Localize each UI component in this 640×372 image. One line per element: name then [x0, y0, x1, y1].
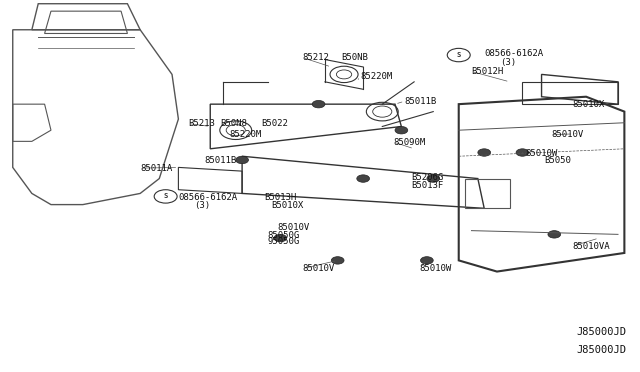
Text: 85010W: 85010W — [525, 149, 558, 158]
Text: (3): (3) — [195, 201, 211, 210]
Circle shape — [236, 156, 248, 164]
Text: B5013H: B5013H — [264, 193, 297, 202]
Text: 85011B: 85011B — [204, 156, 236, 165]
Text: B50N8: B50N8 — [220, 119, 246, 128]
Text: B5010X: B5010X — [271, 201, 303, 210]
Text: J85000JD: J85000JD — [577, 327, 627, 337]
Text: B5213: B5213 — [188, 119, 215, 128]
Text: B50NB: B50NB — [341, 53, 368, 62]
Text: 85010V: 85010V — [551, 130, 583, 139]
Text: 85090M: 85090M — [394, 138, 426, 147]
Text: 85010V: 85010V — [303, 264, 335, 273]
Circle shape — [427, 175, 440, 182]
Text: 85050G: 85050G — [268, 231, 300, 240]
Text: 85212: 85212 — [303, 53, 330, 62]
Circle shape — [548, 231, 561, 238]
Circle shape — [332, 257, 344, 264]
Text: 85011B: 85011B — [404, 97, 437, 106]
Text: 85010W: 85010W — [419, 264, 451, 273]
Text: S: S — [164, 193, 168, 199]
Text: 85220M: 85220M — [229, 130, 262, 139]
Text: 08566-6162A: 08566-6162A — [179, 193, 237, 202]
Text: (3): (3) — [500, 58, 516, 67]
Text: B5013F: B5013F — [411, 181, 443, 190]
Circle shape — [356, 175, 369, 182]
Text: B5012H: B5012H — [472, 67, 504, 76]
Text: 85220M: 85220M — [360, 72, 392, 81]
Text: 08566-6162A: 08566-6162A — [484, 49, 543, 58]
Circle shape — [516, 149, 529, 156]
Text: S: S — [456, 52, 461, 58]
Circle shape — [395, 126, 408, 134]
Text: J85000JD: J85000JD — [577, 345, 627, 355]
Circle shape — [312, 100, 325, 108]
Text: B5050: B5050 — [545, 156, 572, 165]
Text: B5206G: B5206G — [411, 173, 443, 182]
Circle shape — [478, 149, 491, 156]
Text: 85010X: 85010X — [572, 100, 604, 109]
Circle shape — [420, 257, 433, 264]
Text: 95050G: 95050G — [268, 237, 300, 246]
Text: 85011A: 85011A — [140, 164, 172, 173]
Circle shape — [274, 234, 287, 242]
Text: 85010V: 85010V — [277, 223, 309, 232]
Text: 85010VA: 85010VA — [572, 242, 610, 251]
Text: B5022: B5022 — [261, 119, 288, 128]
